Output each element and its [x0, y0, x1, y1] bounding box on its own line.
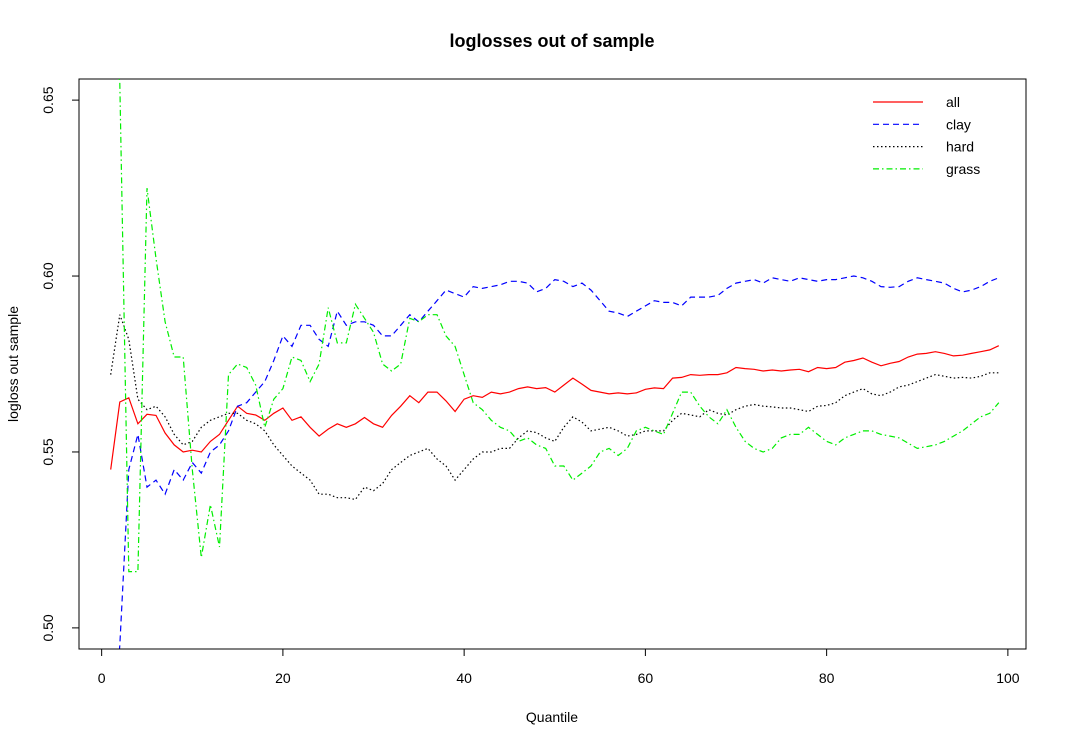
legend-label-clay: clay — [946, 116, 971, 132]
y-tick-label: 0.50 — [40, 614, 56, 641]
legend: all clay hard grass — [873, 94, 980, 177]
x-tick-label: 60 — [638, 670, 654, 686]
legend-label-grass: grass — [946, 161, 980, 177]
y-tick-label: 0.55 — [40, 438, 56, 465]
series-line-all — [110, 345, 1000, 470]
x-tick-label: 0 — [98, 670, 106, 686]
series-line-clay — [118, 275, 1000, 649]
series-lines — [110, 79, 1000, 649]
y-tick-label: 0.65 — [40, 86, 56, 113]
legend-label-hard: hard — [946, 139, 974, 155]
chart-title: loglosses out of sample — [449, 31, 654, 51]
x-tick-label: 100 — [996, 670, 1020, 686]
series-line-grass — [118, 79, 1000, 573]
x-axis: 0 20 40 60 80 100 — [98, 648, 1020, 686]
y-axis: 0.50 0.55 0.60 0.65 — [40, 86, 80, 642]
x-axis-label: Quantile — [526, 709, 578, 725]
series-line-hard — [110, 314, 999, 501]
plot-frame — [78, 78, 1027, 650]
x-tick-label: 80 — [819, 670, 835, 686]
legend-label-all: all — [946, 94, 960, 110]
x-tick-label: 40 — [456, 670, 472, 686]
y-tick-label: 0.60 — [40, 262, 56, 289]
y-axis-label: logloss out sample — [5, 306, 21, 422]
x-tick-label: 20 — [275, 670, 291, 686]
